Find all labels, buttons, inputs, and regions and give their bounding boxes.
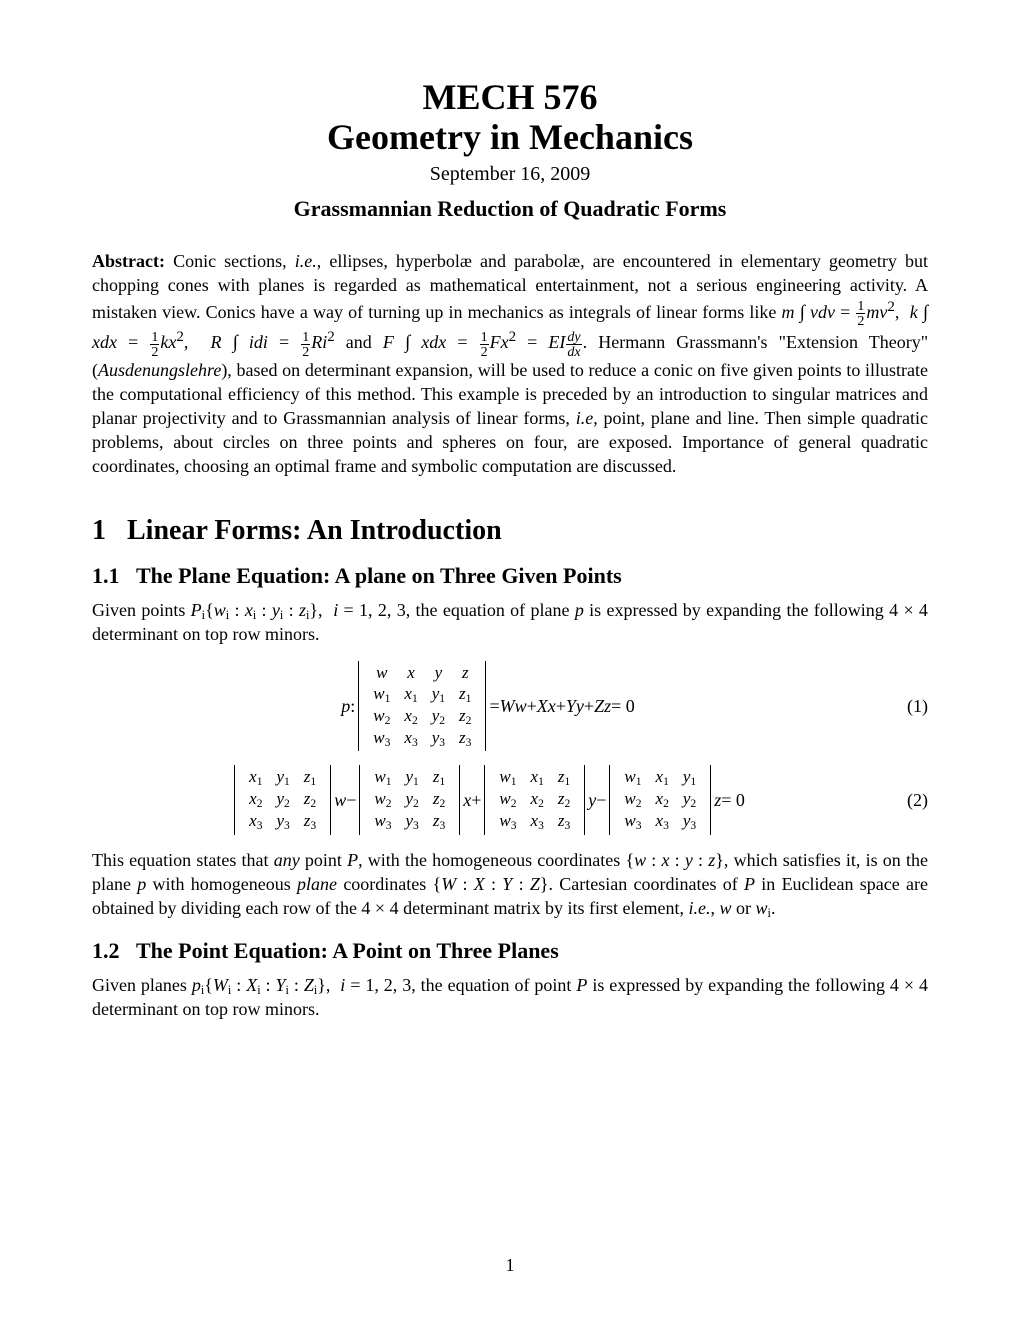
determinant-W: x1y1z1 x2y2z2 x3y3z3 [234,765,331,835]
abstract: Abstract: Conic sections, i.e., ellipses… [92,250,928,478]
section-1-2-heading: 1.2 The Point Equation: A Point on Three… [92,938,928,964]
abstract-label: Abstract: [92,251,165,271]
determinant-Z: w1x1y1 w2x2y2 w3x3y3 [609,765,711,835]
document-subtitle: Grassmannian Reduction of Quadratic Form… [92,196,928,222]
section-1-1-para-1: Given points Pi{wi : xi : yi : zi}, i = … [92,599,928,647]
course-title: Geometry in Mechanics [92,118,928,158]
section-1-2-number: 1.2 [92,938,120,963]
section-1-1-heading: 1.1 The Plane Equation: A plane on Three… [92,563,928,589]
page-number: 1 [0,1255,1020,1276]
determinant-X: w1y1z1 w2y2z2 w3y3z3 [359,765,460,835]
section-1-number: 1 [92,515,106,546]
equation-1-number: (1) [884,696,928,717]
equation-2: x1y1z1 x2y2z2 x3y3z3 w − w1y1z1 w2y2z2 w… [92,765,928,835]
section-1-title: Linear Forms: An Introduction [127,515,502,546]
section-1-1-para-2: This equation states that any point P, w… [92,849,928,921]
determinant-Y: w1x1z1 w2x2z2 w3x3z3 [484,765,585,835]
equation-1: p : wxyz w1x1y1z1 w2x2y2z2 w3x3y3z3 = Ww… [92,661,928,752]
section-1-1-title: The Plane Equation: A plane on Three Giv… [136,563,622,588]
section-1-2-para-1: Given planes pi{Wi : Xi : Yi : Zi}, i = … [92,974,928,1022]
section-1-2-title: The Point Equation: A Point on Three Pla… [136,938,559,963]
document-date: September 16, 2009 [92,163,928,186]
determinant-4x4: wxyz w1x1y1z1 w2x2y2z2 w3x3y3z3 [358,661,486,752]
course-code: MECH 576 [92,78,928,118]
section-1-heading: 1 Linear Forms: An Introduction [92,515,928,547]
equation-2-number: (2) [884,790,928,811]
page: MECH 576 Geometry in Mechanics September… [0,0,1020,1320]
section-1-1-number: 1.1 [92,563,120,588]
title-block: MECH 576 Geometry in Mechanics September… [92,78,928,222]
